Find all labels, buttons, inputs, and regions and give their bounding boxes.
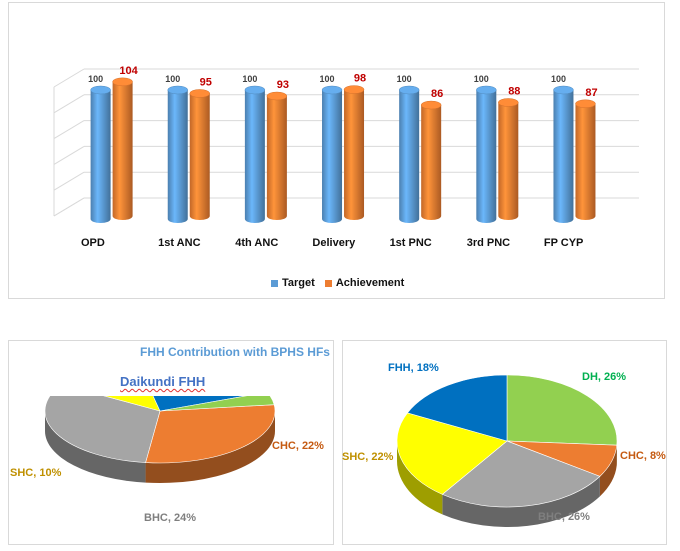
data-label-achievement: 95 xyxy=(200,76,212,88)
pie-slice-side xyxy=(397,441,443,515)
pie-label: SHC, 10% xyxy=(10,467,62,479)
legend-swatch-achievement xyxy=(324,279,332,287)
bar-target-4th-anc xyxy=(244,85,266,223)
pie-left-subtitle: Daikundi FHH xyxy=(120,374,206,389)
bar-achievement-1st-anc xyxy=(189,89,210,220)
data-label-target: 100 xyxy=(242,74,257,84)
pie-slice-shc xyxy=(103,396,161,412)
pie-chart-left: CHC, 22% BHC, 24% SHC, 10% xyxy=(10,396,324,524)
pie-slice-dh xyxy=(506,374,618,446)
pie-label: DH, 26% xyxy=(582,371,626,383)
bar-achievement-3rd-pnc xyxy=(498,98,519,220)
x-tick-label: OPD xyxy=(81,237,105,249)
x-tick-label: 3rd PNC xyxy=(467,237,510,249)
bar-achievement-opd xyxy=(112,77,133,220)
data-label-target: 100 xyxy=(88,74,103,84)
data-label-achievement: 87 xyxy=(585,87,597,99)
bar-target-opd xyxy=(90,85,111,223)
data-label-achievement: 86 xyxy=(431,88,443,100)
pie-label: SHC, 22% xyxy=(342,451,394,463)
pie-label: FHH, 18% xyxy=(388,362,439,374)
pie-label: CHC, 8% xyxy=(620,450,666,462)
pie-label: BHC, 26% xyxy=(538,511,590,523)
x-tick-label: FP CYP xyxy=(544,237,584,249)
bar-chart: 100 104 OPD 100 95 1st ANC 100 93 4th ANC 100 98 De… xyxy=(53,65,639,249)
pie-slice-bhc xyxy=(441,440,601,508)
data-label-achievement: 104 xyxy=(119,65,138,77)
gridline xyxy=(53,145,85,165)
gridline xyxy=(53,171,85,191)
legend-label-target: Target xyxy=(282,277,315,289)
pie-slice xyxy=(159,396,275,412)
gridline xyxy=(53,120,85,140)
pie-left-title: FHH Contribution with BPHS HFs xyxy=(140,345,330,359)
bar-achievement-4th-anc xyxy=(266,91,288,220)
data-label-achievement: 93 xyxy=(277,79,289,91)
pie-slice-side xyxy=(442,476,600,527)
data-label-target: 100 xyxy=(165,74,180,84)
bar-achievement-1st-pnc xyxy=(420,100,442,220)
data-label-target: 100 xyxy=(320,74,335,84)
legend-swatch-target xyxy=(271,279,278,287)
x-tick-label: 1st PNC xyxy=(390,237,432,249)
data-label-achievement: 88 xyxy=(508,85,520,97)
pie-slice-side xyxy=(45,411,146,483)
bar-chart-panel: 100 104 OPD 100 95 1st ANC 100 93 4th ANC 100 98 De… xyxy=(8,2,665,299)
bar-target-1st-pnc xyxy=(398,85,420,223)
bar-target-delivery xyxy=(321,85,343,223)
bar-legend: Target Achievement xyxy=(271,277,404,289)
x-tick-label: Delivery xyxy=(312,237,356,249)
data-label-target: 100 xyxy=(397,74,412,84)
data-label-achievement: 98 xyxy=(354,73,366,85)
pie-slice-fhh xyxy=(406,374,508,442)
bar-target-fp-cyp xyxy=(553,85,574,223)
gridline xyxy=(53,94,85,114)
bar-achievement-delivery xyxy=(343,85,365,220)
pie-slice-bhc xyxy=(44,396,161,463)
pie-slice-side xyxy=(599,445,617,497)
legend-label-achievement: Achievement xyxy=(335,277,405,289)
bar-achievement-fp-cyp xyxy=(575,99,596,220)
data-label-target: 100 xyxy=(551,74,566,84)
x-tick-label: 4th ANC xyxy=(235,237,278,249)
x-tick-label: 1st ANC xyxy=(158,237,200,249)
bar-target-3rd-pnc xyxy=(476,85,497,223)
gridline xyxy=(53,68,85,88)
bar-target-1st-anc xyxy=(167,85,188,223)
pie-label: BHC, 24% xyxy=(144,512,196,524)
pie-slice-side xyxy=(145,411,275,483)
pie-chart-right: DH, 26% CHC, 8% BHC, 26% SHC, 22% FHH, 18% xyxy=(342,362,666,527)
pie-label: CHC, 22% xyxy=(272,440,324,452)
pie-slice-chc xyxy=(145,404,276,464)
data-label-target: 100 xyxy=(474,74,489,84)
